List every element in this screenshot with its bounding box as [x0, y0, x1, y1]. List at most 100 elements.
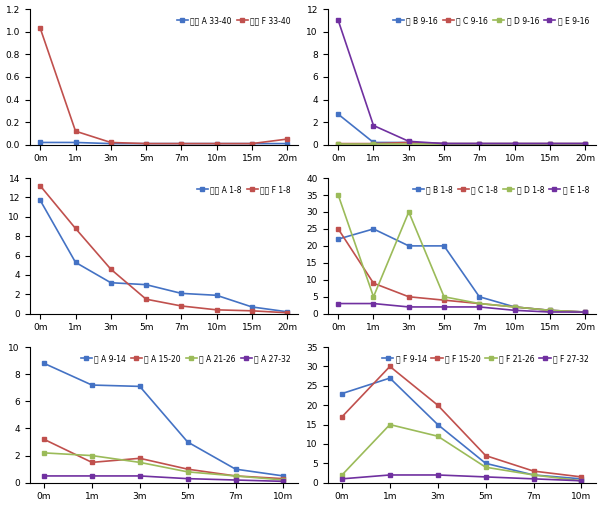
- Line: 서 B 1-8: 서 B 1-8: [336, 227, 587, 314]
- 복 F 21-26: [387, 421, 394, 427]
- 동 C 9-16: [581, 140, 589, 147]
- 복 F 27-32: [578, 478, 585, 484]
- 복 F 21-26: [434, 433, 441, 439]
- 남 A 15-20: [280, 476, 287, 482]
- Legend: 남 A 9-14, 남 A 15-20, 남 A 21-26, 남 A 27-32: 남 A 9-14, 남 A 15-20, 남 A 21-26, 남 A 27-3…: [77, 351, 294, 366]
- 복 F 27-32: [530, 476, 537, 482]
- 남동 A 33-40: [37, 139, 44, 146]
- Line: 동 B 9-16: 동 B 9-16: [336, 112, 587, 146]
- 서 D 1-8: [476, 301, 483, 307]
- 동 B 9-16: [511, 140, 518, 147]
- 복동 F 33-40: [213, 140, 220, 147]
- Legend: 남서 A 1-8, 복서 F 1-8: 남서 A 1-8, 복서 F 1-8: [194, 182, 294, 197]
- 서 E 1-8: [546, 309, 554, 315]
- 서 B 1-8: [405, 243, 412, 249]
- 동 D 9-16: [581, 141, 589, 147]
- 남 A 15-20: [184, 466, 191, 472]
- 남서 A 1-8: [248, 304, 256, 310]
- Line: 동 D 9-16: 동 D 9-16: [336, 142, 587, 146]
- 남서 A 1-8: [107, 280, 115, 286]
- 복동 F 33-40: [107, 139, 115, 146]
- 복 F 21-26: [482, 464, 489, 470]
- 복 F 27-32: [338, 476, 346, 482]
- 서 C 1-8: [546, 307, 554, 313]
- 복 F 21-26: [338, 472, 346, 478]
- 복동 F 33-40: [283, 136, 291, 142]
- Line: 동 C 9-16: 동 C 9-16: [336, 140, 587, 146]
- 남 A 9-14: [88, 382, 95, 388]
- 동 D 9-16: [511, 141, 518, 147]
- 남 A 15-20: [88, 459, 95, 465]
- Line: 서 D 1-8: 서 D 1-8: [336, 193, 587, 314]
- 복 F 15-20: [578, 474, 585, 480]
- Legend: 남동 A 33-40, 복동 F 33-40: 남동 A 33-40, 복동 F 33-40: [174, 13, 294, 28]
- Line: 남 A 27-32: 남 A 27-32: [42, 474, 285, 484]
- 복 F 15-20: [387, 364, 394, 370]
- 복 F 9-14: [482, 460, 489, 466]
- 서 B 1-8: [511, 304, 518, 310]
- 복서 F 1-8: [213, 307, 220, 313]
- 복서 F 1-8: [142, 296, 150, 302]
- 서 B 1-8: [335, 236, 342, 242]
- 남동 A 33-40: [107, 140, 115, 147]
- 서 C 1-8: [335, 226, 342, 232]
- 복 F 9-14: [434, 421, 441, 427]
- 서 E 1-8: [335, 301, 342, 307]
- Line: 남 A 9-14: 남 A 9-14: [42, 361, 285, 478]
- 서 D 1-8: [370, 294, 377, 300]
- Legend: 서 B 1-8, 서 C 1-8, 서 D 1-8, 서 E 1-8: 서 B 1-8, 서 C 1-8, 서 D 1-8, 서 E 1-8: [409, 182, 592, 197]
- 남서 A 1-8: [37, 197, 44, 203]
- 남 A 9-14: [40, 360, 48, 367]
- 복동 F 33-40: [37, 25, 44, 31]
- 서 C 1-8: [440, 297, 447, 303]
- 남 A 9-14: [232, 466, 239, 472]
- 동 E 9-16: [476, 140, 483, 147]
- 동 D 9-16: [440, 141, 447, 147]
- Line: 복동 F 33-40: 복동 F 33-40: [38, 26, 289, 146]
- 동 D 9-16: [476, 141, 483, 147]
- 동 B 9-16: [405, 139, 412, 146]
- 남 A 27-32: [136, 473, 144, 479]
- 서 E 1-8: [476, 304, 483, 310]
- 서 E 1-8: [405, 304, 412, 310]
- 복서 F 1-8: [107, 266, 115, 272]
- 서 D 1-8: [511, 304, 518, 310]
- 복서 F 1-8: [178, 303, 185, 309]
- 복서 F 1-8: [72, 226, 79, 232]
- 동 C 9-16: [511, 140, 518, 147]
- 남 A 21-26: [232, 473, 239, 479]
- 서 C 1-8: [511, 304, 518, 310]
- 서 C 1-8: [581, 309, 589, 315]
- 남 A 21-26: [40, 450, 48, 456]
- 동 E 9-16: [440, 140, 447, 147]
- 남서 A 1-8: [283, 309, 291, 315]
- 서 C 1-8: [476, 301, 483, 307]
- 남서 A 1-8: [72, 259, 79, 265]
- 남서 A 1-8: [178, 291, 185, 297]
- Line: 복 F 15-20: 복 F 15-20: [340, 365, 584, 479]
- 동 B 9-16: [370, 139, 377, 146]
- Line: 서 E 1-8: 서 E 1-8: [336, 302, 587, 314]
- 서 B 1-8: [581, 309, 589, 315]
- 서 B 1-8: [370, 226, 377, 232]
- 동 C 9-16: [405, 139, 412, 146]
- Line: 복서 F 1-8: 복서 F 1-8: [38, 184, 289, 315]
- 남 A 21-26: [184, 469, 191, 475]
- 복동 F 33-40: [178, 140, 185, 147]
- 서 D 1-8: [335, 192, 342, 198]
- 복 F 27-32: [387, 472, 394, 478]
- 복 F 21-26: [578, 478, 585, 484]
- 동 E 9-16: [335, 17, 342, 23]
- 동 B 9-16: [476, 140, 483, 147]
- 동 C 9-16: [440, 140, 447, 147]
- 남 A 9-14: [136, 383, 144, 389]
- Line: 남서 A 1-8: 남서 A 1-8: [38, 198, 289, 314]
- 동 E 9-16: [405, 138, 412, 144]
- 복 F 9-14: [387, 375, 394, 381]
- 서 D 1-8: [405, 209, 412, 215]
- 복 F 9-14: [578, 476, 585, 482]
- 남 A 15-20: [40, 436, 48, 442]
- Legend: 복 F 9-14, 복 F 15-20, 복 F 21-26, 복 F 27-32: 복 F 9-14, 복 F 15-20, 복 F 21-26, 복 F 27-3…: [379, 351, 592, 366]
- 남 A 27-32: [184, 476, 191, 482]
- 서 C 1-8: [405, 294, 412, 300]
